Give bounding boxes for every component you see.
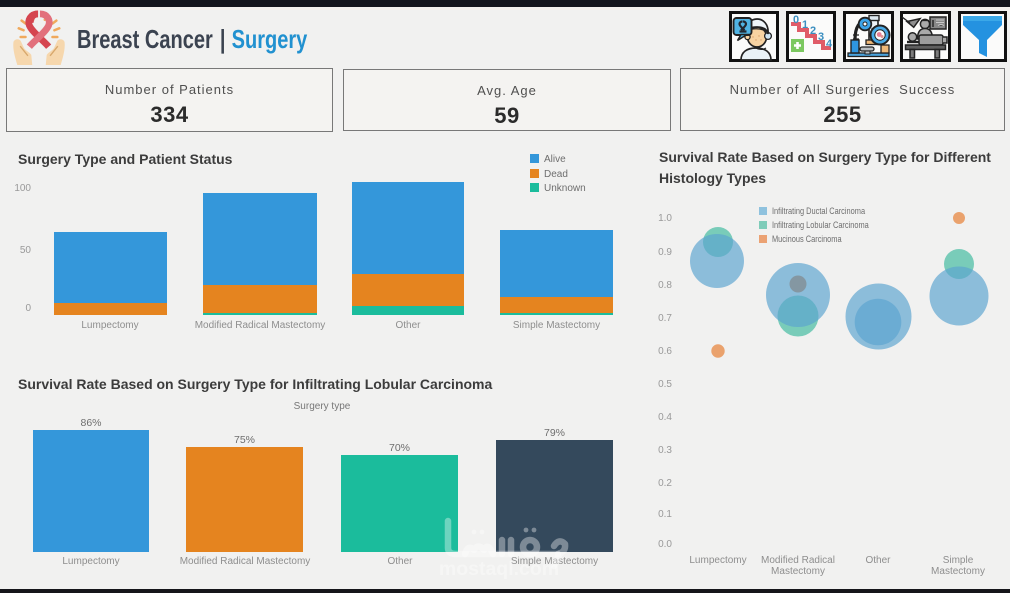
svg-text:1: 1 [802, 19, 808, 31]
svg-text:0: 0 [793, 14, 799, 26]
svg-text:2: 2 [810, 25, 816, 37]
svg-text:3: 3 [818, 31, 824, 43]
svg-text:4: 4 [826, 38, 833, 50]
svg-text:mostaql.com: mostaql.com [439, 558, 559, 580]
